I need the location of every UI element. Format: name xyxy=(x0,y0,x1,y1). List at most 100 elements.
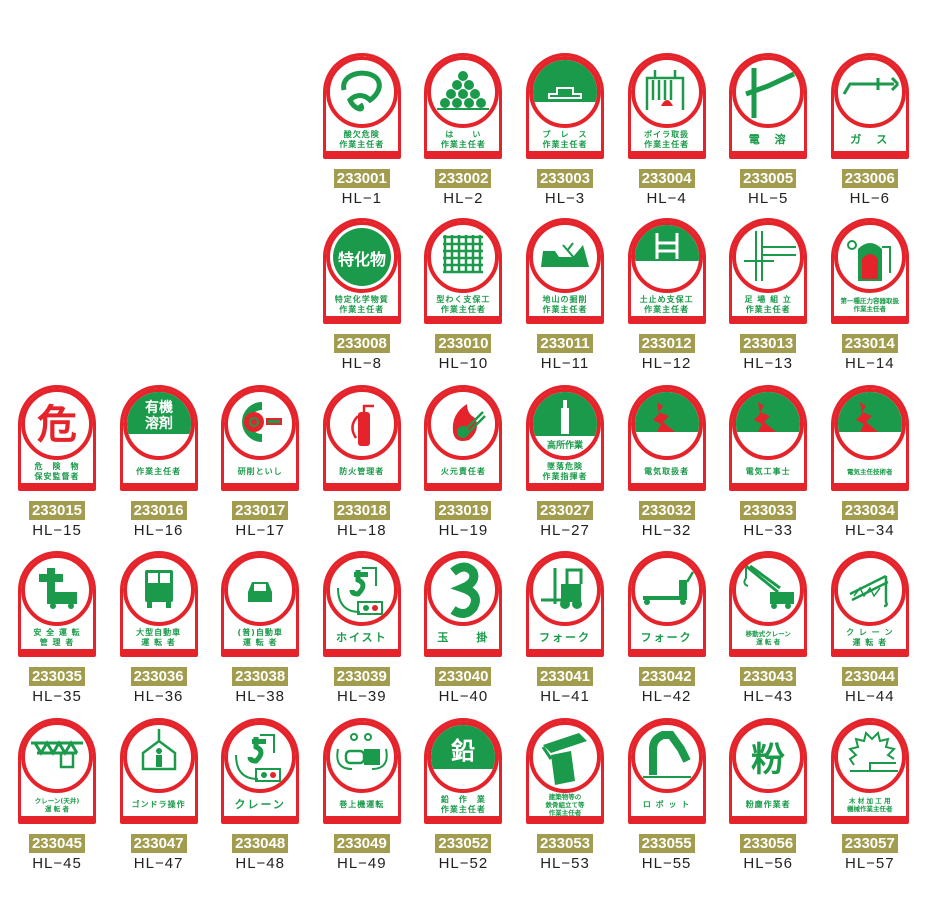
product-item[interactable]: 電気取扱者 233032 HL−32 xyxy=(627,385,706,539)
sticker-label: 地山の掘削 作業主任者 xyxy=(531,295,599,315)
model-number: HL−4 xyxy=(646,190,687,207)
model-number: HL−41 xyxy=(540,688,590,705)
product-code: 233043 xyxy=(740,667,797,686)
product-item[interactable]: ク レ ー ン運 転 者 233044 HL−44 xyxy=(830,551,909,705)
product-item[interactable]: 鉛 鉛 作 業作業主任者 233052 HL−52 xyxy=(424,718,503,872)
sticker-face: ボイラ取扱 作業主任者 xyxy=(630,56,703,151)
helmet-sticker: 第一種圧力容器取扱 作業主任者 xyxy=(830,218,909,324)
model-number: HL−16 xyxy=(133,522,184,539)
grinder-icon xyxy=(224,388,297,460)
sticker-face: は い作業主任者 xyxy=(427,56,500,151)
saw-blade-icon xyxy=(833,721,906,793)
label-line: 運 転 者 xyxy=(852,638,888,647)
product-code: 233002 xyxy=(435,169,492,188)
model-number: HL−17 xyxy=(235,522,285,539)
helmet-sticker: 鉛 鉛 作 業作業主任者 xyxy=(424,718,503,824)
steel-frame-icon xyxy=(529,721,601,793)
product-item[interactable]: 防火管理者 233018 HL−18 xyxy=(322,385,401,539)
product-item[interactable]: 足 場 組 立作業主任者 233013 HL−13 xyxy=(729,218,808,372)
large-truck-icon xyxy=(122,554,195,626)
helmet-sticker: 型わく支保工 作業主任者 xyxy=(424,218,503,324)
oxygen-hose-icon xyxy=(325,56,398,128)
product-item[interactable]: 高所作業 墜落危険 作業指揮者 233027 HL−27 xyxy=(526,385,604,539)
product-item[interactable]: 特化物 特定化学物質 作業主任者 233008 HL−8 xyxy=(322,218,401,372)
product-item[interactable]: 電気工事士 233033 HL−33 xyxy=(729,385,808,539)
product-item[interactable]: ロ ボ ッ ト 233055 HL−55 xyxy=(627,718,706,872)
product-item[interactable]: ホイスト 233039 HL−39 xyxy=(322,551,401,705)
sticker-face: クレーン xyxy=(224,721,297,816)
product-code: 233041 xyxy=(537,667,593,686)
product-item[interactable]: 第一種圧力容器取扱 作業主任者 233014 HL−14 xyxy=(830,218,909,372)
label-line: ガ ス xyxy=(850,133,890,146)
product-item[interactable]: プ レ ス作業主任者 233003 HL−3 xyxy=(526,53,604,207)
product-item[interactable]: は い作業主任者 233002 HL−2 xyxy=(424,53,503,207)
helmet-sticker: 防火管理者 xyxy=(322,385,401,491)
helmet-sticker: ロ ボ ッ ト xyxy=(627,718,706,824)
product-item[interactable]: 建築物等の 鉄骨組立て等 作業主任者 233053 HL−53 xyxy=(526,718,604,872)
product-item[interactable]: クレーン 233048 HL−48 xyxy=(221,718,300,872)
product-item[interactable]: 粉 粉塵作業者 233056 HL−56 xyxy=(729,718,808,872)
product-code: 233005 xyxy=(740,169,797,188)
product-item[interactable]: 火元責任者 233019 HL−19 xyxy=(424,385,503,539)
label-line: (普)自動車 xyxy=(237,628,283,637)
product-item[interactable]: ガ ス 233006 HL−6 xyxy=(830,53,909,207)
helmet-sticker: 特化物 特定化学物質 作業主任者 xyxy=(322,218,401,324)
powder-text-icon: 粉 xyxy=(732,721,805,793)
helmet-sticker: ゴンドラ操作 xyxy=(119,718,198,824)
product-item[interactable]: 玉 掛 233040 HL−40 xyxy=(424,551,503,705)
car-icon xyxy=(224,554,297,626)
sticker-label: 木 材 加 工 用機械作業主任者 xyxy=(836,795,904,815)
sticker-face: 粉 粉塵作業者 xyxy=(732,721,805,816)
product-item[interactable]: 有機 溶剤 作業主任者 233016 HL−16 xyxy=(119,385,198,539)
product-item[interactable]: 型わく支保工 作業主任者 233010 HL−10 xyxy=(424,218,503,372)
product-item[interactable]: (普)自動車運 転 者 233038 HL−38 xyxy=(221,551,300,705)
boiler-icon xyxy=(630,56,703,128)
label-line: 作業主任者 xyxy=(542,140,588,149)
product-code: 233038 xyxy=(232,667,289,686)
product-item[interactable]: 研削といし 233017 HL−17 xyxy=(221,385,300,539)
pile-stack-icon xyxy=(427,56,500,128)
product-item[interactable]: 木 材 加 工 用機械作業主任者 233057 HL−57 xyxy=(830,718,909,872)
label-line: 作業主任者 xyxy=(440,140,486,149)
electric-bolt-icon xyxy=(833,388,906,460)
label-line: フォーク xyxy=(539,631,591,644)
product-item[interactable]: 電 溶 233005 HL−5 xyxy=(729,53,808,207)
product-item[interactable]: 危 危 険 物保安監督者 233015 HL−15 xyxy=(18,385,96,539)
product-code: 233014 xyxy=(841,334,898,353)
product-code: 233036 xyxy=(130,667,187,686)
product-code: 233055 xyxy=(638,834,695,853)
label-line: 粉塵作業者 xyxy=(745,800,791,809)
product-item[interactable]: クレーン(天井) 運 転 者 233045 HL−45 xyxy=(18,718,96,872)
product-code: 233010 xyxy=(435,334,492,353)
model-number: HL−6 xyxy=(849,190,890,207)
product-item[interactable]: 酸欠危険 作業主任者 233001 HL−1 xyxy=(322,53,401,207)
product-code: 233048 xyxy=(232,834,289,853)
product-item[interactable]: 安 全 運 転管 理 者 233035 HL−35 xyxy=(18,551,96,705)
icon-text: 高所作業 xyxy=(547,439,584,451)
sticker-face: フォーク xyxy=(630,554,703,649)
electric-bolt-icon xyxy=(732,388,805,460)
sticker-label: 玉 掛 xyxy=(429,628,497,648)
label-line: 機械作業主任者 xyxy=(847,805,893,813)
product-item[interactable]: フォーク 233041 HL−41 xyxy=(526,551,604,705)
product-item[interactable]: 巻上機運転 233049 HL−49 xyxy=(322,718,401,872)
label-line: 作業主任者 xyxy=(440,805,486,814)
product-item[interactable]: ボイラ取扱 作業主任者 233004 HL−4 xyxy=(627,53,706,207)
model-number: HL−38 xyxy=(235,688,285,705)
product-item[interactable]: 電気主任技術者 233034 HL−34 xyxy=(830,385,909,539)
sticker-face: 第一種圧力容器取扱 作業主任者 xyxy=(833,221,906,316)
icon-text: 有機 xyxy=(145,399,173,416)
sticker-label: 移動式クレーン運 転 者 xyxy=(734,628,802,648)
product-item[interactable]: 移動式クレーン運 転 者 233043 HL−43 xyxy=(729,551,808,705)
product-item[interactable]: フォーク 233042 HL−42 xyxy=(627,551,706,705)
product-code: 233034 xyxy=(841,501,898,520)
product-item[interactable]: 大型自動車運 転 者 233036 HL−36 xyxy=(119,551,198,705)
sticker-face: 木 材 加 工 用機械作業主任者 xyxy=(833,721,906,816)
product-item[interactable]: ゴンドラ操作 233047 HL−47 xyxy=(119,718,198,872)
sticker-face: 電気主任技術者 xyxy=(833,388,906,483)
sticker-label: 第一種圧力容器取扱 作業主任者 xyxy=(836,295,904,315)
model-number: HL−5 xyxy=(748,190,789,207)
product-item[interactable]: 土止め支保工 作業主任者 233012 HL−12 xyxy=(627,218,706,372)
product-item[interactable]: 地山の掘削 作業主任者 233011 HL−11 xyxy=(526,218,604,372)
product-code: 233011 xyxy=(537,334,593,353)
